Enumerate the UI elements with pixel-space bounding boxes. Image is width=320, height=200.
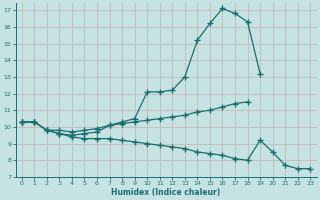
X-axis label: Humidex (Indice chaleur): Humidex (Indice chaleur) [111,188,221,197]
